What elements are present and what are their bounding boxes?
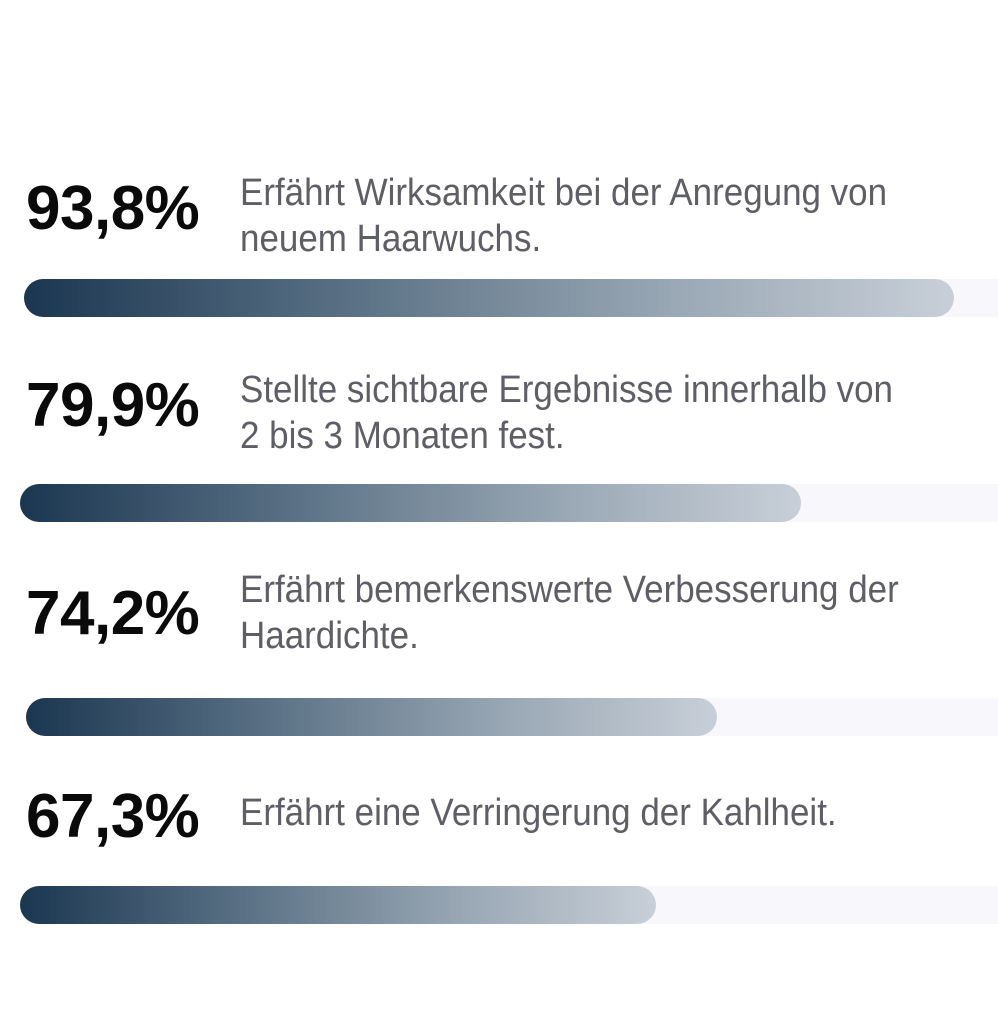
progress-track — [24, 279, 998, 317]
stat-percent: 67,3% — [26, 782, 200, 851]
stat-description: Erfährt Wirksamkeit bei der Anregung von… — [240, 172, 888, 260]
progress-fill — [20, 484, 801, 522]
stat-description: Erfährt eine Verringerung der Kahlheit. — [240, 792, 837, 834]
stat-percent: 79,9% — [26, 371, 200, 440]
progress-track — [20, 886, 998, 924]
progress-fill — [24, 279, 954, 317]
stat-description: Stellte sichtbare Ergebnisse innerhalb v… — [240, 369, 893, 457]
progress-track — [26, 698, 998, 736]
progress-track — [20, 484, 998, 522]
stat-description: Erfährt bemerkenswerte Verbesserung der … — [240, 569, 899, 657]
progress-fill — [20, 886, 656, 924]
progress-fill — [26, 698, 717, 736]
stat-percent: 74,2% — [26, 579, 200, 648]
stat-percent: 93,8% — [26, 174, 200, 243]
